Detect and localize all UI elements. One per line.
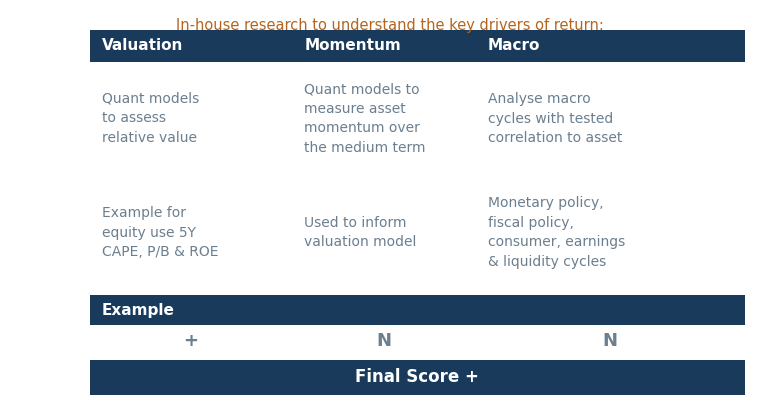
Text: Example for
equity use 5Y
CAPE, P/B & ROE: Example for equity use 5Y CAPE, P/B & RO…	[101, 206, 218, 259]
Text: N: N	[603, 333, 618, 350]
Text: Used to inform
valuation model: Used to inform valuation model	[304, 216, 417, 249]
Text: Example: Example	[101, 302, 175, 317]
Text: Analyse macro
cycles with tested
correlation to asset: Analyse macro cycles with tested correla…	[488, 92, 622, 145]
Bar	[90, 295, 745, 325]
Bar	[90, 30, 745, 62]
Text: In-house research to understand the key drivers of return:: In-house research to understand the key …	[176, 18, 604, 33]
Text: Momentum: Momentum	[304, 39, 401, 53]
Text: Monetary policy,
fiscal policy,
consumer, earnings
& liquidity cycles: Monetary policy, fiscal policy, consumer…	[488, 196, 625, 269]
Text: Final Score +: Final Score +	[356, 368, 479, 387]
Bar	[90, 360, 745, 395]
Text: Valuation: Valuation	[101, 39, 183, 53]
Text: Quant models to
measure asset
momentum over
the medium term: Quant models to measure asset momentum o…	[304, 82, 426, 155]
Text: Macro: Macro	[488, 39, 541, 53]
Text: Quant models
to assess
relative value: Quant models to assess relative value	[101, 92, 199, 145]
Text: N: N	[377, 333, 392, 350]
Text: +: +	[183, 333, 199, 350]
